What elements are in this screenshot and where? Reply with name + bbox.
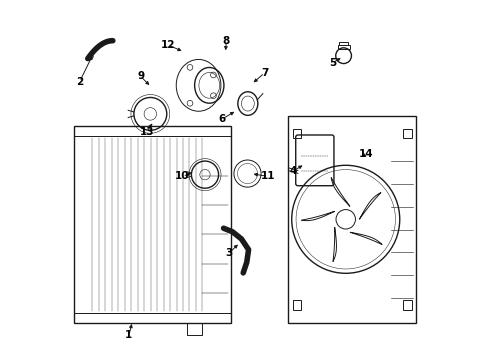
Text: 7: 7 — [261, 68, 269, 78]
Text: 6: 6 — [218, 114, 225, 124]
Text: 13: 13 — [140, 127, 154, 137]
Bar — [339, 42, 348, 45]
Text: 11: 11 — [261, 171, 275, 181]
Text: 3: 3 — [225, 248, 233, 258]
Text: 4: 4 — [290, 166, 297, 176]
Bar — [403, 129, 412, 138]
Text: 2: 2 — [76, 77, 83, 87]
Text: 12: 12 — [161, 40, 175, 50]
Text: 8: 8 — [223, 36, 230, 46]
Text: 1: 1 — [125, 330, 132, 341]
Bar — [403, 300, 412, 310]
Text: 9: 9 — [137, 71, 144, 81]
Bar — [293, 129, 301, 138]
Text: 5: 5 — [329, 58, 336, 68]
Bar — [293, 300, 301, 310]
Text: 10: 10 — [175, 171, 190, 181]
Text: 14: 14 — [359, 149, 374, 159]
Bar — [338, 45, 350, 49]
